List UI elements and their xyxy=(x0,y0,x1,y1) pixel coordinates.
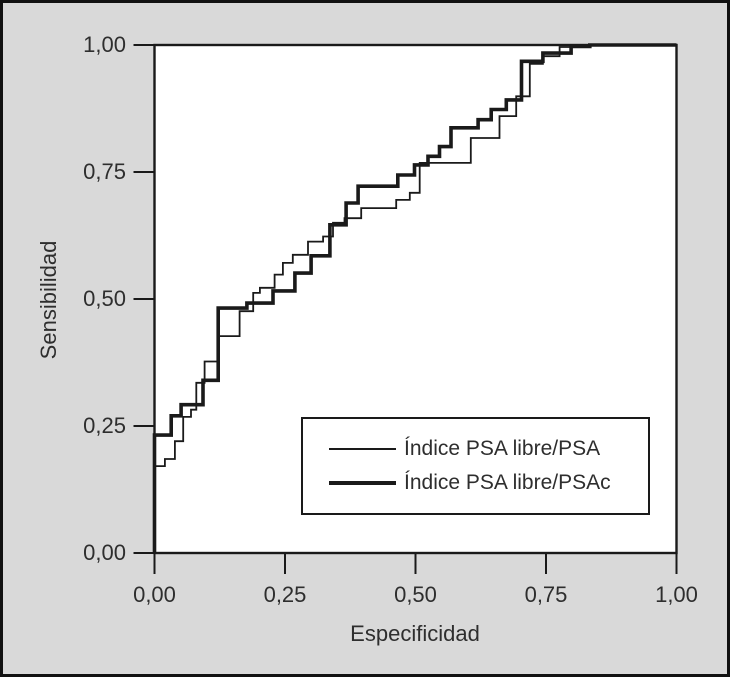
x-tick-label: 0,00 xyxy=(133,582,176,607)
x-axis-title: Especificidad xyxy=(350,621,480,646)
y-axis-title: Sensibilidad xyxy=(36,240,61,360)
roc-plot-canvas xyxy=(133,43,678,574)
legend-label-psa: Índice PSA libre/PSA xyxy=(404,437,601,460)
y-tick-label: 0,50 xyxy=(83,286,126,311)
x-tick-label: 1,00 xyxy=(655,582,698,607)
x-tick-label: 0,25 xyxy=(263,582,307,607)
y-tick-label: 0,25 xyxy=(83,413,126,438)
thick-line-sample-icon xyxy=(329,481,396,485)
thin-line-sample-icon xyxy=(329,448,396,450)
legend-item-psa: Índice PSA libre/PSA xyxy=(329,432,648,466)
legend-item-psac: Índice PSA libre/PSAc xyxy=(329,466,648,500)
legend-box: Índice PSA libre/PSA Índice PSA libre/PS… xyxy=(301,417,650,515)
legend-label-psac: Índice PSA libre/PSAc xyxy=(404,471,611,494)
x-tick-label: 0,50 xyxy=(394,582,437,607)
roc-curve-thin xyxy=(153,44,677,553)
y-tick-label: 1,00 xyxy=(83,32,126,57)
x-tick-label: 0,75 xyxy=(524,582,568,607)
roc-curve-thick xyxy=(152,43,677,553)
y-tick-label: 0,00 xyxy=(83,540,126,565)
y-tick-label: 0,75 xyxy=(83,159,126,184)
